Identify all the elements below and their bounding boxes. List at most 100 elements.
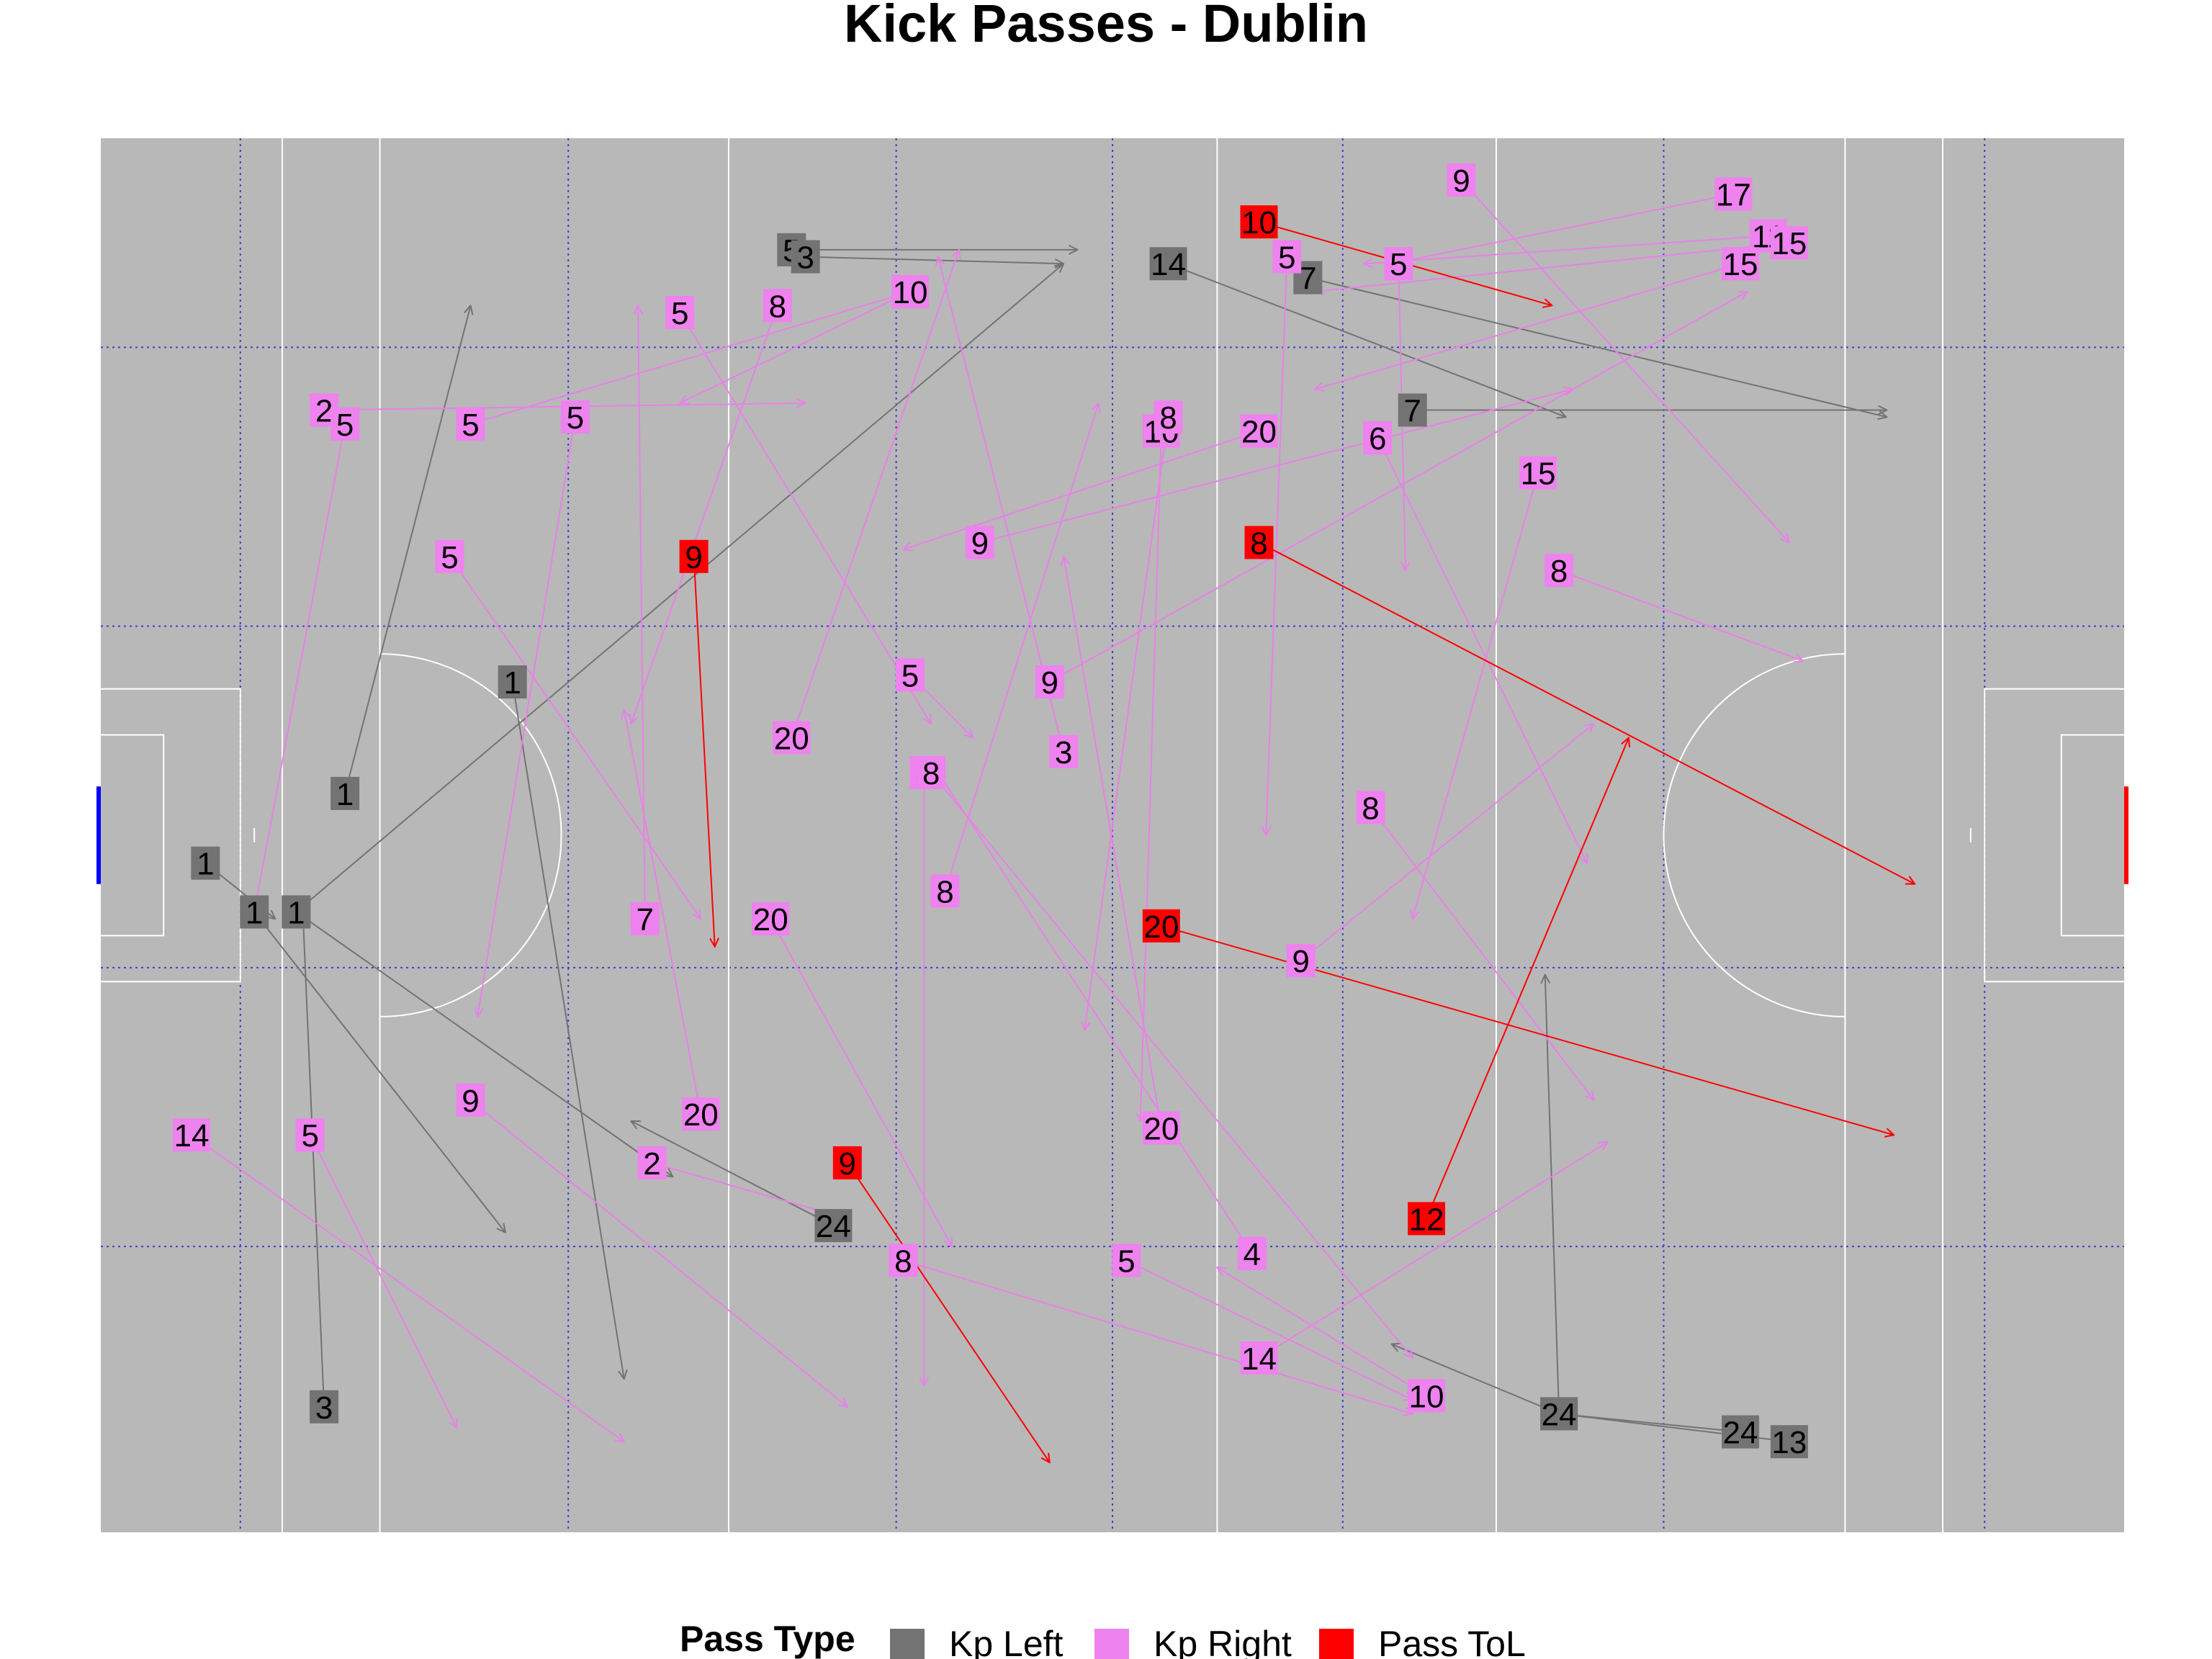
pass-label: 20: [1143, 1112, 1179, 1147]
pass-label-box: [1722, 1415, 1760, 1449]
pass-label: 1: [287, 895, 305, 930]
pass-label: 14: [1241, 1341, 1277, 1377]
pass-arrow: [631, 1121, 834, 1226]
pass-arrow: [1258, 1142, 1607, 1359]
pass-label-box: [1240, 414, 1278, 448]
pass-label-box: [310, 1390, 339, 1424]
pass-label: 15: [1521, 457, 1556, 492]
pass-arrow: [1141, 431, 1162, 1121]
pass-arrow: [1266, 256, 1288, 835]
pass-label: 8: [769, 289, 786, 324]
pass-label: 5: [301, 1118, 318, 1154]
pass-label: 12: [1409, 1202, 1444, 1237]
pass-arrow: [1377, 437, 1587, 863]
pass-label: 5: [441, 540, 458, 575]
pass-arrow: [1364, 235, 1768, 264]
pass-label: 4: [1244, 1237, 1261, 1272]
pass-label-box: [896, 658, 925, 692]
pass-label: 24: [1542, 1397, 1577, 1432]
pass-label: 3: [796, 240, 814, 276]
pass-label: 9: [462, 1084, 479, 1119]
pass-arrow: [979, 389, 1573, 544]
pass-arrow: [903, 1259, 1412, 1413]
pass-arrow: [1315, 242, 1789, 292]
pass-label: 20: [683, 1097, 719, 1133]
pass-arrows: [191, 179, 1915, 1462]
pass-arrow: [303, 919, 325, 1407]
pass-arrow: [191, 1134, 624, 1442]
pass-arrow: [1413, 472, 1539, 920]
pass-arrow: [1545, 975, 1560, 1414]
pass-label: 15: [1771, 226, 1807, 261]
pass-labels: 5314771111113242424241310917111515551085…: [172, 163, 1808, 1460]
pass-arrow: [938, 773, 1253, 1254]
pass-label: 15: [1723, 247, 1758, 282]
pass-label: 20: [753, 902, 788, 938]
pitch: [96, 138, 2128, 1532]
legend-label: Pass ToL: [1378, 1624, 1526, 1659]
pass-label-box: [1384, 247, 1413, 281]
pass-arrow: [449, 556, 701, 919]
pass-label-box: [1049, 734, 1079, 768]
pass-label-box: [1035, 665, 1064, 699]
pass-label: 1: [336, 777, 354, 812]
right-large-box: [1984, 688, 2124, 983]
pass-arrow: [944, 403, 1098, 891]
pass-arrow: [1049, 292, 1748, 683]
pass-label-box: [1272, 240, 1302, 274]
pass-label-box: [282, 895, 311, 929]
pass-label: 17: [1716, 177, 1751, 212]
pass-label-box: [930, 874, 960, 908]
pass-label-box: [1714, 177, 1753, 211]
pass-label: 6: [1369, 421, 1386, 457]
pass-label-box: [1286, 944, 1316, 978]
pass-label-box: [630, 902, 660, 936]
pass-arrow: [1370, 806, 1594, 1100]
pass-label: 2: [643, 1146, 660, 1182]
pass-label-box: [665, 296, 695, 329]
pass-label: 10: [893, 275, 928, 310]
pass-arrow: [254, 423, 346, 912]
pass-label: 8: [1159, 400, 1177, 436]
pass-label: 10: [1409, 1379, 1444, 1414]
pass-label-box: [1545, 554, 1574, 588]
pass-label-box: [295, 1118, 325, 1152]
pass-label: 8: [894, 1244, 912, 1279]
right-small-box: [2060, 734, 2124, 937]
pass-arrow: [1259, 541, 1915, 884]
pass-label-box: [1770, 1425, 1808, 1459]
legend-swatch: [1094, 1629, 1129, 1659]
pass-label: 14: [1151, 247, 1186, 282]
pass-label: 5: [1390, 247, 1407, 282]
pass-arrow: [511, 681, 624, 1379]
pass-arrow: [679, 312, 931, 724]
right-goal: [2124, 786, 2128, 884]
pass-arrow: [295, 264, 1064, 913]
pass-label-box: [1112, 1244, 1141, 1277]
pass-label-box: [1447, 163, 1476, 197]
pass-arrow: [1558, 570, 1803, 661]
pass-label: 24: [816, 1209, 851, 1244]
pass-label-box: [1770, 226, 1808, 260]
pass-arrow: [805, 256, 1064, 264]
pass-arrow: [631, 305, 778, 724]
pass-label-box: [891, 274, 929, 308]
pass-label: 1: [503, 665, 521, 701]
pass-label-box: [889, 1244, 918, 1277]
pass-label: 5: [336, 408, 354, 443]
pass-arrow: [1125, 1259, 1412, 1400]
pass-label: 5: [902, 658, 919, 693]
pass-label-box: [1408, 1379, 1446, 1413]
pass-label-box: [456, 407, 485, 441]
pass-arrow: [903, 430, 1259, 550]
left-large-box: [101, 688, 241, 983]
pass-label-box: [1356, 791, 1385, 824]
left-small-box: [101, 734, 165, 937]
pass-arrow: [846, 1162, 1050, 1462]
pass-label: 9: [971, 526, 989, 561]
pass-label-box: [752, 902, 790, 936]
pass-arrow: [1217, 1267, 1427, 1397]
pass-label: 20: [1143, 909, 1179, 945]
pass-arrow: [1064, 557, 1162, 1128]
pass-label: 9: [839, 1146, 856, 1182]
